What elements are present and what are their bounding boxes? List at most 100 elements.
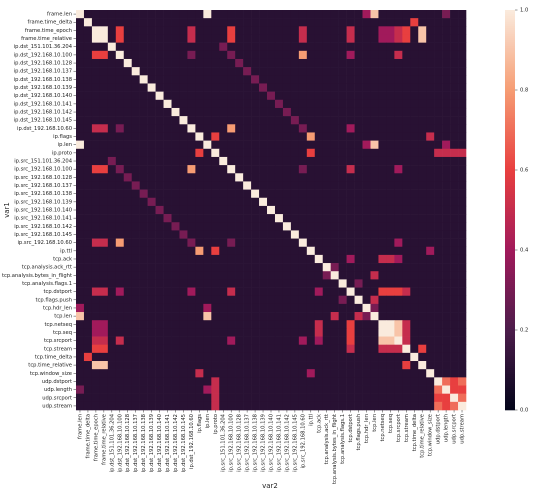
heatmap-cell <box>338 50 347 60</box>
heatmap-cell <box>171 238 180 248</box>
heatmap-cell <box>402 91 411 101</box>
heatmap-cell <box>227 75 236 84</box>
heatmap-cell <box>139 132 148 141</box>
heatmap-cell <box>386 148 395 158</box>
y-tick-label: ip.src_192.168.10.138 <box>14 191 72 197</box>
colorbar-segment <box>505 166 515 169</box>
heatmap-cell <box>426 197 435 207</box>
heatmap-cell <box>243 18 252 27</box>
heatmap-cell <box>99 344 109 354</box>
colorbar-segment <box>505 152 515 155</box>
heatmap-cell <box>378 10 387 19</box>
heatmap-cell <box>259 99 268 109</box>
heatmap-cell <box>338 377 347 386</box>
y-tick-label: tcp.analysis.bytes_in_flight <box>2 273 72 279</box>
heatmap-cell <box>267 116 276 125</box>
heatmap-cell <box>179 303 188 313</box>
heatmap-cell <box>314 254 324 264</box>
heatmap-cell <box>442 263 451 272</box>
colorbar-segment <box>505 244 515 247</box>
heatmap-cell <box>107 320 117 329</box>
heatmap-cell <box>362 230 371 239</box>
heatmap-cell <box>362 320 371 329</box>
heatmap-cell <box>76 377 85 386</box>
heatmap-cell <box>155 287 164 297</box>
heatmap-cell <box>402 238 411 248</box>
heatmap-cell <box>195 303 204 313</box>
x-tick-label: ip.ttl <box>308 414 314 426</box>
heatmap-cell <box>370 401 379 411</box>
heatmap-cell <box>418 385 427 394</box>
heatmap-cell <box>91 173 101 182</box>
heatmap-cell <box>386 189 395 199</box>
heatmap-cell <box>370 189 379 199</box>
heatmap-cell <box>195 320 204 329</box>
heatmap-cell <box>386 58 395 68</box>
heatmap-cell <box>91 369 101 378</box>
heatmap-cell <box>274 10 284 19</box>
heatmap-cell <box>410 279 419 288</box>
heatmap-cell <box>378 336 387 345</box>
heatmap-cell <box>410 148 419 158</box>
heatmap-cell <box>402 230 411 239</box>
heatmap-cell <box>418 303 427 313</box>
heatmap-cell <box>115 67 125 76</box>
heatmap-cell <box>354 271 363 280</box>
heatmap-cell <box>418 205 427 215</box>
heatmap-cell <box>203 238 212 248</box>
heatmap-cell <box>203 156 212 166</box>
heatmap-cell <box>426 132 435 141</box>
heatmap-cell <box>99 140 109 150</box>
heatmap-cell <box>99 181 109 190</box>
heatmap-cell <box>370 83 379 92</box>
heatmap-cell <box>450 140 459 150</box>
heatmap-cell <box>251 99 260 109</box>
heatmap-cell <box>290 312 300 321</box>
heatmap-cell <box>147 230 156 239</box>
heatmap-cell <box>139 344 148 354</box>
heatmap-cell <box>346 140 355 150</box>
heatmap-cell <box>83 352 93 362</box>
heatmap-cell <box>235 50 244 60</box>
heatmap-cell <box>267 10 276 19</box>
heatmap-cell <box>243 189 252 199</box>
heatmap-cell <box>354 173 363 182</box>
heatmap-cell <box>426 344 435 354</box>
heatmap-cell <box>243 173 252 182</box>
heatmap-cell <box>298 75 308 84</box>
heatmap-cell <box>410 189 419 199</box>
heatmap-cell <box>267 401 276 411</box>
colorbar-segment <box>505 56 515 59</box>
heatmap-cell <box>442 107 451 117</box>
y-tick-label: tcp.srcport <box>44 338 72 344</box>
heatmap-cell <box>418 50 427 60</box>
heatmap-cell <box>171 83 180 92</box>
heatmap-cell <box>267 271 276 280</box>
heatmap-cell <box>450 116 459 125</box>
heatmap-cell <box>115 10 125 19</box>
heatmap-cell <box>298 181 308 190</box>
heatmap-cell <box>91 10 101 19</box>
heatmap-cell <box>131 352 140 362</box>
heatmap-cell <box>330 263 339 272</box>
heatmap-cell <box>155 312 164 321</box>
heatmap-cell <box>107 263 117 272</box>
heatmap-cell <box>195 156 204 166</box>
y-tick-label: tcp.time_delta <box>35 354 72 360</box>
heatmap-cell <box>155 214 164 223</box>
heatmap-cell <box>346 246 355 256</box>
heatmap-cell <box>267 75 276 84</box>
heatmap-cell <box>354 42 363 52</box>
heatmap-cell <box>386 124 395 133</box>
heatmap-cell <box>123 50 133 60</box>
heatmap-cell <box>362 369 371 378</box>
heatmap-cell <box>203 328 212 337</box>
heatmap-cell <box>314 83 324 92</box>
heatmap-cell <box>187 336 196 345</box>
heatmap-cell <box>426 148 435 158</box>
heatmap-cell <box>354 238 363 248</box>
heatmap-cell <box>99 352 109 362</box>
heatmap-cell <box>251 132 260 141</box>
heatmap-cell <box>450 369 459 378</box>
heatmap-cell <box>179 320 188 329</box>
